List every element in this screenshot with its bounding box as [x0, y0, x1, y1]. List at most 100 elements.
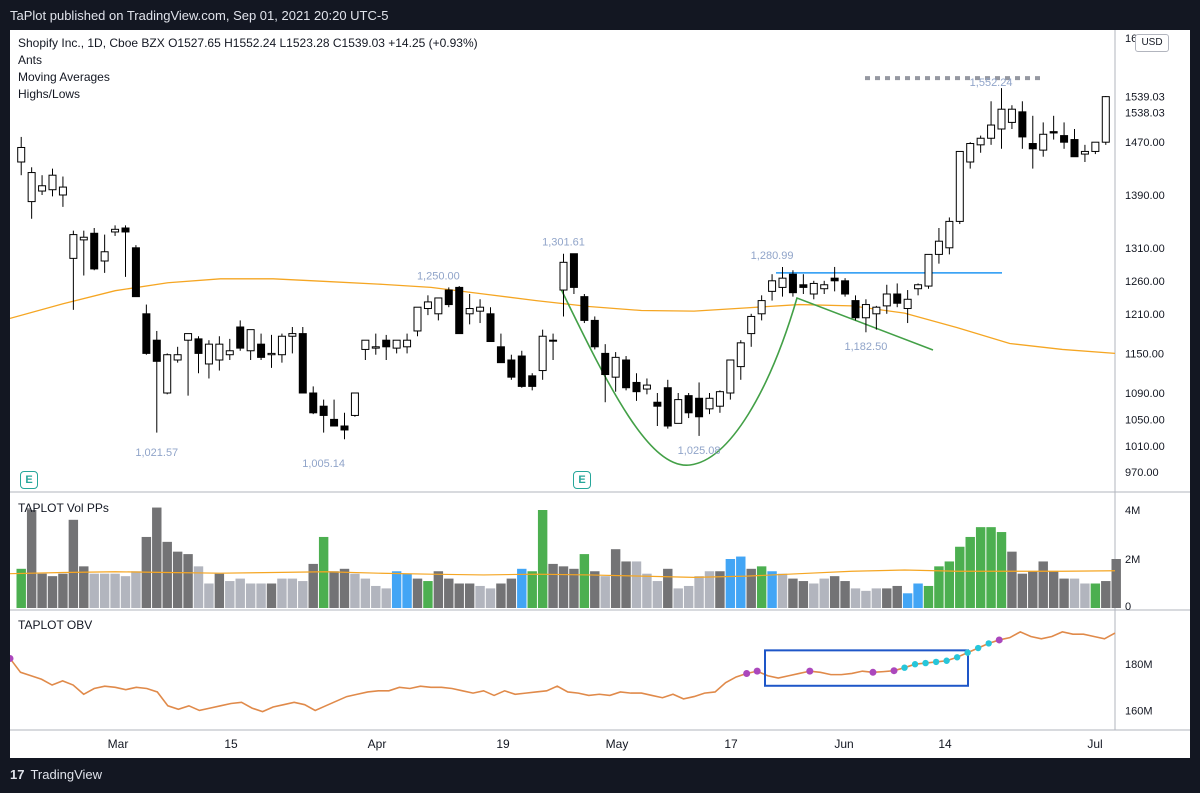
volume-bar [819, 578, 829, 608]
earnings-badge[interactable]: E [573, 471, 591, 489]
candle-body [632, 381, 641, 393]
chart-area[interactable]: 970.00 1010.00 1050.00 1090.00 1150.00 1210.0… [10, 30, 1190, 758]
volume-bar [621, 561, 631, 608]
candle-body [914, 284, 923, 290]
volume-bar [79, 566, 89, 608]
volume-bar [1069, 578, 1080, 608]
obv-dot [869, 668, 877, 676]
candle-body [976, 137, 985, 146]
volume-bar [183, 554, 193, 608]
obv-dot [901, 664, 908, 671]
volume-bar [402, 573, 412, 608]
candle-body [371, 346, 380, 349]
volume-bar [850, 588, 861, 608]
tradingview-brand: TradingView [30, 767, 103, 782]
candle-body [903, 298, 912, 310]
volume-bar [975, 527, 986, 608]
volume-bar [381, 588, 391, 608]
volume-bar [37, 573, 47, 608]
candle-body [559, 261, 568, 291]
candle-body [27, 172, 36, 203]
volume-bar [485, 588, 496, 608]
indicator-legend-ants: Ants [18, 53, 43, 67]
volume-bar [412, 578, 423, 608]
volume-bar [266, 583, 277, 608]
candle-body [955, 150, 964, 222]
volume-bar [454, 583, 464, 608]
volume-bar [767, 571, 777, 608]
candle-body [580, 296, 589, 321]
candle-body [788, 273, 797, 294]
volume-panel-title: TAPLOT Vol PPs [18, 501, 109, 515]
publisher-text: TaPlot published on TradingView.com, Sep… [10, 8, 389, 23]
time-axis-label: Mar [108, 737, 129, 751]
volume-bar [1111, 559, 1121, 608]
candle-body [674, 399, 683, 424]
obv-highlight-box [764, 649, 969, 687]
price-tick-label: 1090.00 [1125, 388, 1165, 400]
candle-body [1049, 131, 1058, 134]
candle-body [121, 227, 130, 233]
candle-body [768, 280, 777, 292]
volume-bar [1059, 578, 1069, 608]
volume-bar [464, 583, 475, 608]
candle-body [1039, 133, 1048, 151]
high-low-label: 1,182.50 [845, 341, 888, 353]
candle-body [799, 284, 808, 288]
high-low-label: 1,025.08 [678, 445, 721, 457]
currency-badge[interactable]: USD [1135, 34, 1169, 52]
volume-bar [996, 532, 1007, 608]
high-low-label: 1,005.14 [302, 458, 345, 470]
candle-body [569, 253, 578, 288]
candle-body [163, 354, 172, 394]
volume-bar [527, 571, 537, 608]
candle-body [38, 185, 47, 192]
price-tick-label: 970.00 [1125, 467, 1159, 479]
price-tick-label: 1010.00 [1125, 441, 1165, 453]
volume-bar [934, 566, 944, 608]
volume-bar [569, 568, 579, 608]
volume-bar [193, 566, 204, 608]
candle-body [538, 335, 547, 372]
volume-bar [683, 585, 694, 608]
volume-bar [944, 561, 955, 608]
candle-body [747, 315, 756, 335]
volume-bar [788, 578, 798, 608]
volume-bar [652, 581, 663, 608]
candle-body [194, 338, 203, 354]
chart-svg[interactable]: 970.00 1010.00 1050.00 1090.00 1150.00 1210.0… [10, 30, 1190, 758]
volume-bar [162, 541, 172, 608]
volume-bar [152, 507, 162, 608]
obv-dot [806, 667, 814, 675]
candle-body [684, 395, 693, 414]
obv-dot [911, 661, 919, 668]
volume-bar [610, 549, 621, 608]
volume-bar [892, 585, 902, 608]
candle-body [215, 343, 224, 361]
obv-dot [10, 654, 14, 662]
candle-body [225, 350, 234, 356]
volume-bar [506, 578, 517, 608]
volume-bar [704, 571, 715, 608]
volume-bar [809, 583, 819, 608]
candle-body [246, 329, 255, 352]
earnings-badge[interactable]: E [20, 471, 38, 489]
volume-bar [172, 551, 183, 608]
volume-bar [590, 571, 600, 608]
volume-bar [26, 510, 37, 608]
obv-dot [995, 636, 1003, 644]
time-axis-label: 15 [224, 737, 238, 751]
price-tick-label: 1310.00 [1125, 243, 1165, 255]
candle-body [298, 333, 307, 394]
obv-dot [953, 654, 961, 661]
candle-body [1018, 111, 1027, 138]
volume-bar [120, 576, 131, 608]
volume-bar [756, 566, 767, 608]
high-low-label: 1,301.61 [542, 236, 585, 248]
volume-bar [496, 583, 506, 608]
tradingview-logo[interactable]: 17 TradingView [10, 767, 102, 782]
candle-body [142, 313, 151, 354]
candle-body [423, 301, 432, 310]
price-tick-label: 1390.00 [1125, 190, 1165, 202]
volume-bar [287, 578, 298, 608]
